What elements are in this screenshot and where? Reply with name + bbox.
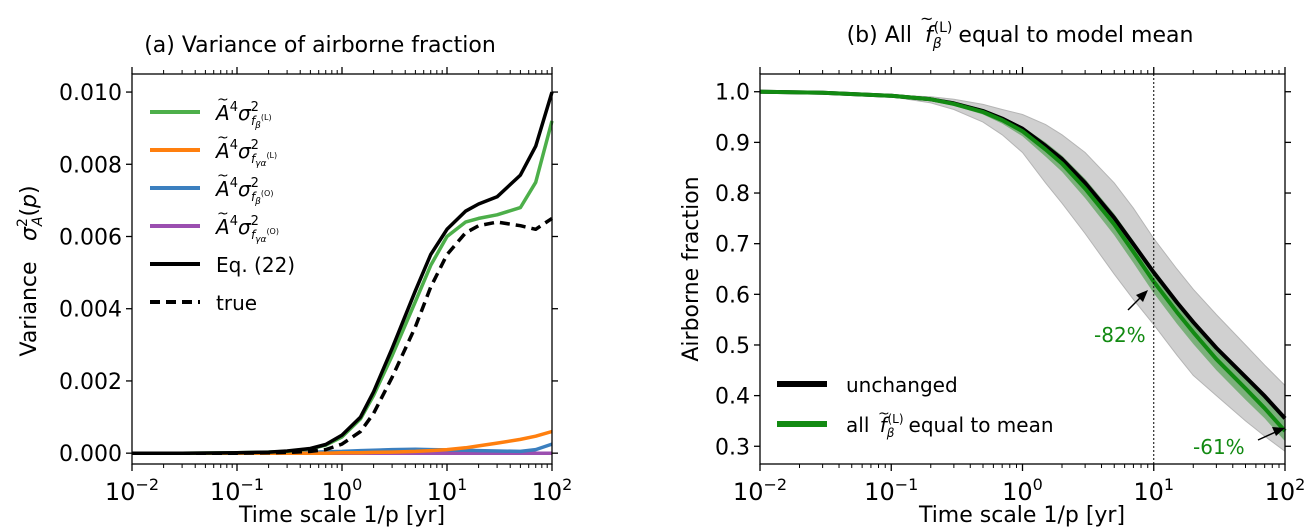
annotation-61-text: -61% xyxy=(1193,435,1245,459)
b-xtick-label: 101 xyxy=(1133,475,1174,506)
panel-b-title-prefix: (b) All xyxy=(847,23,912,48)
b-ytick-label: 0.6 xyxy=(715,283,750,308)
b-ytick-label: 0.7 xyxy=(715,233,750,258)
legend-green-prefix: all xyxy=(846,413,869,437)
panel-b-title-tilde: ~ xyxy=(920,9,933,28)
panel-b: (b) All fβ(L) equal to model mean ~ 0.3 0.… xyxy=(679,9,1305,528)
panel-a-ylabel: Variance σ2A(p) xyxy=(15,185,46,356)
b-xtick-label: 102 xyxy=(1265,475,1306,506)
panel-b-title: (b) All fβ(L) equal to model mean xyxy=(847,20,1194,52)
legend-label-a-5: true xyxy=(216,291,257,315)
panel-b-legend: unchanged all fβ(L) equal to mean ~ xyxy=(777,373,1054,440)
annotation-82: -82% xyxy=(1094,290,1148,347)
b-xtick-label: 10−1 xyxy=(864,475,918,506)
legend-label-a-1: A4σ2 fγα(L) xyxy=(214,138,277,169)
legend-label-unchanged: unchanged xyxy=(846,373,958,397)
b-ytick-label: 0.5 xyxy=(715,334,750,359)
svg-text:~: ~ xyxy=(878,406,890,422)
series-line-a-5 xyxy=(132,216,553,455)
panel-b-xlabel: Time scale 1/p [yr] xyxy=(918,503,1125,528)
panel-b-ylabel: Airborne fraction xyxy=(679,176,704,361)
legend-label-a-4: Eq. (22) xyxy=(216,253,295,277)
legend-tilde: ~ xyxy=(217,130,229,146)
panel-a-plot-frame xyxy=(131,73,553,465)
a-ytick-label: 0.004 xyxy=(59,298,122,323)
a-xtick-label: 101 xyxy=(427,475,468,506)
b-ytick-label: 0.9 xyxy=(715,131,750,156)
panel-a: (a) Variance of airborne fraction 0.000 0… xyxy=(15,33,572,528)
legend-tilde: ~ xyxy=(217,206,229,222)
legend-label-a-0: A4σ2 fβ(L) xyxy=(214,100,272,131)
legend-label-a-2: A4σ2 fβ(O) xyxy=(214,176,273,207)
a-ytick-label: 0.002 xyxy=(59,370,122,395)
panel-a-title: (a) Variance of airborne fraction xyxy=(144,33,496,58)
legend-tilde: ~ xyxy=(217,168,229,184)
panel-b-title-suffix: equal to model mean xyxy=(958,23,1193,48)
a-ytick-label: 0.006 xyxy=(59,226,122,251)
a-xtick-label: 10−2 xyxy=(105,475,159,506)
band-0 xyxy=(759,91,1286,453)
annotation-82-text: -82% xyxy=(1094,323,1146,347)
panel-a-ylabel-text: Variance xyxy=(17,261,42,356)
a-ytick-label: 0.000 xyxy=(59,442,122,467)
a-xtick-label: 100 xyxy=(322,475,363,506)
series-line-a-0 xyxy=(132,120,554,455)
b-ytick-label: 0.4 xyxy=(715,385,750,410)
legend-green-suffix: equal to mean xyxy=(909,413,1054,437)
b-ytick-label: 0.3 xyxy=(715,435,750,460)
annotation-61: -61% xyxy=(1193,427,1285,459)
b-xtick-label: 10−2 xyxy=(733,475,787,506)
series-line-b-1 xyxy=(759,89,1287,433)
b-ytick-label: 0.8 xyxy=(715,182,750,207)
series-line-a-4 xyxy=(132,91,554,455)
legend-label-green: all fβ(L) equal to mean xyxy=(846,412,1054,440)
panel-a-legend: A4σ2 fβ(L)~A4σ2 fγα(L)~A4σ2 fβ(O)~A4σ2 fγα(O… xyxy=(150,92,295,315)
panel-a-xlabel: Time scale 1/p [yr] xyxy=(238,503,445,528)
b-ytick-label: 1.0 xyxy=(715,81,750,106)
a-ytick-label: 0.010 xyxy=(59,81,122,106)
legend-label-a-3: A4σ2 fγα(O) xyxy=(214,214,279,245)
legend-tilde: ~ xyxy=(217,92,229,108)
a-ytick-label: 0.008 xyxy=(59,153,122,178)
a-xtick-label: 10−1 xyxy=(210,475,264,506)
b-xtick-label: 100 xyxy=(1002,475,1043,506)
a-xtick-label: 102 xyxy=(532,475,573,506)
panel-a-ylabel-symbol: σ2A(p) xyxy=(15,185,46,241)
